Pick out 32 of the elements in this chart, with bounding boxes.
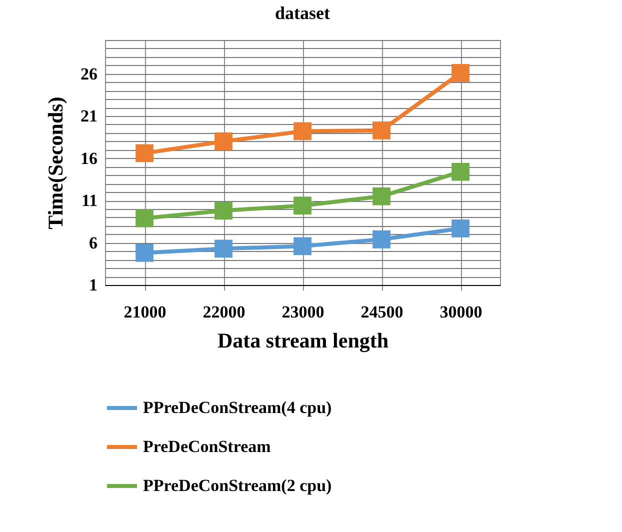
point [452,64,470,82]
y-tick-label: 26 [80,64,98,84]
x-axis-title: Data stream length [217,328,389,352]
point [294,122,312,140]
point [136,209,154,228]
x-tick-label: 23000 [282,302,324,322]
x-tick-label: 24500 [360,302,404,322]
y-tick-label: 1 [89,276,98,294]
point [214,240,232,258]
point [294,237,312,256]
point [372,187,390,206]
x-tick-label: 22000 [202,302,246,322]
legend-label: PPreDeConStream(4 cpu) [143,398,332,417]
point [214,132,232,150]
legend-label: PreDeConStream [143,437,271,456]
legend-label: PPreDeConStream(2 cpu) [143,476,332,495]
x-tick-label: 21000 [124,302,166,322]
y-tick-label: 21 [80,106,98,126]
y-tick-label: 16 [80,148,98,168]
point [372,121,390,140]
point [136,144,154,162]
point [136,244,154,262]
point [452,219,470,238]
point [294,196,312,215]
y-tick-label: 6 [89,233,98,252]
y-tick-label: 11 [81,191,98,210]
point [214,202,232,220]
x-tick-label: 30000 [440,302,482,322]
y-axis-title: Time(Seconds) [44,96,68,230]
chart-title: dataset [275,3,330,23]
point [372,230,390,248]
point [452,162,470,181]
